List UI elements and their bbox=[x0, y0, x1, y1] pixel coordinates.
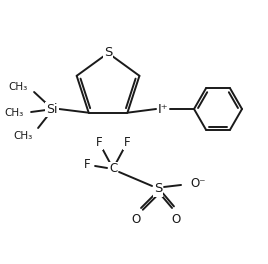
Text: S: S bbox=[104, 45, 112, 59]
Text: O: O bbox=[172, 214, 181, 227]
Text: F: F bbox=[84, 158, 90, 172]
Text: F: F bbox=[124, 136, 130, 149]
Text: C: C bbox=[109, 162, 117, 176]
Text: CH₃: CH₃ bbox=[5, 108, 24, 118]
Text: CH₃: CH₃ bbox=[14, 131, 33, 141]
Text: O⁻: O⁻ bbox=[190, 177, 206, 191]
Text: O: O bbox=[131, 214, 141, 227]
Text: F: F bbox=[96, 136, 102, 149]
Text: I⁺: I⁺ bbox=[158, 102, 168, 116]
Text: Si: Si bbox=[46, 102, 58, 116]
Text: CH₃: CH₃ bbox=[9, 82, 28, 92]
Text: S: S bbox=[154, 182, 162, 195]
